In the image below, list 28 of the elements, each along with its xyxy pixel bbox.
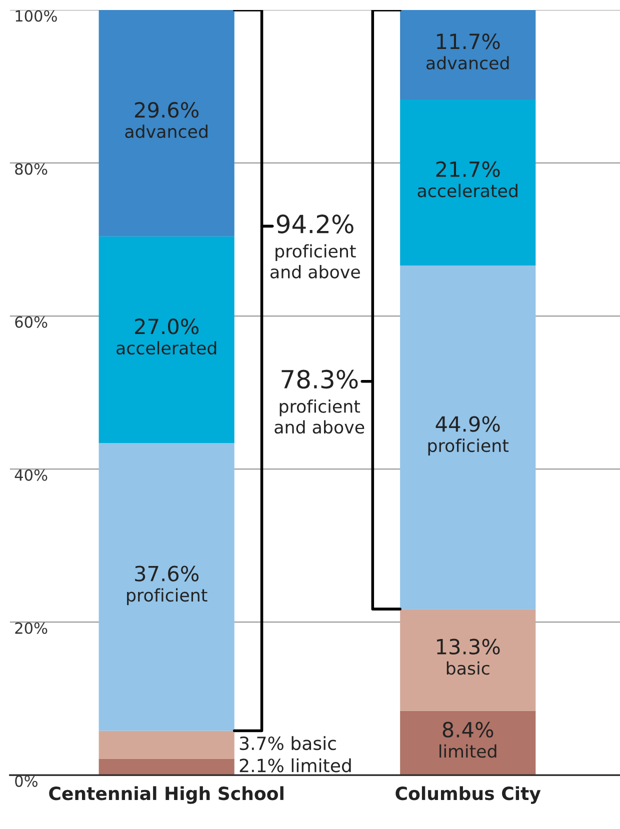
series-label: advanced	[125, 124, 208, 138]
text: advanced	[426, 56, 509, 70]
annotation: 94.2% proficient and above	[270, 214, 360, 278]
y-tick-label: 100%	[16, 10, 57, 22]
series-label: limited	[440, 744, 496, 758]
data-label: 21.7%	[436, 161, 500, 178]
text: proficient	[428, 438, 509, 456]
data-label: 44.9%	[436, 416, 500, 432]
series-label: accelerated	[116, 341, 216, 355]
y-tick-label: 0%	[15, 775, 38, 787]
text: accelerated	[418, 184, 518, 198]
series-label: basic	[446, 661, 490, 675]
y-tick-label: 40%	[14, 469, 48, 481]
annotation: 78.3% proficient and above	[274, 370, 364, 434]
data-label: 11.7%	[437, 34, 500, 50]
data-label: 27.0%	[135, 318, 199, 334]
data-label: 8.4%	[442, 722, 494, 738]
series-label: proficient	[127, 588, 208, 606]
y-tick-label: 80%	[15, 163, 48, 175]
data-label: 37.6%	[135, 566, 199, 582]
y-tick-label: 60%	[15, 316, 48, 328]
y-tick-label: 20%	[15, 622, 48, 634]
text: 3.7% basic	[240, 736, 336, 750]
x-tick-label: Centennial High School	[49, 786, 284, 804]
data-label: 29.6%	[135, 102, 199, 118]
x-tick-label: Columbus City	[396, 786, 541, 804]
text: 2.1% limited	[240, 758, 351, 772]
data-label: 13.3%	[437, 638, 500, 655]
